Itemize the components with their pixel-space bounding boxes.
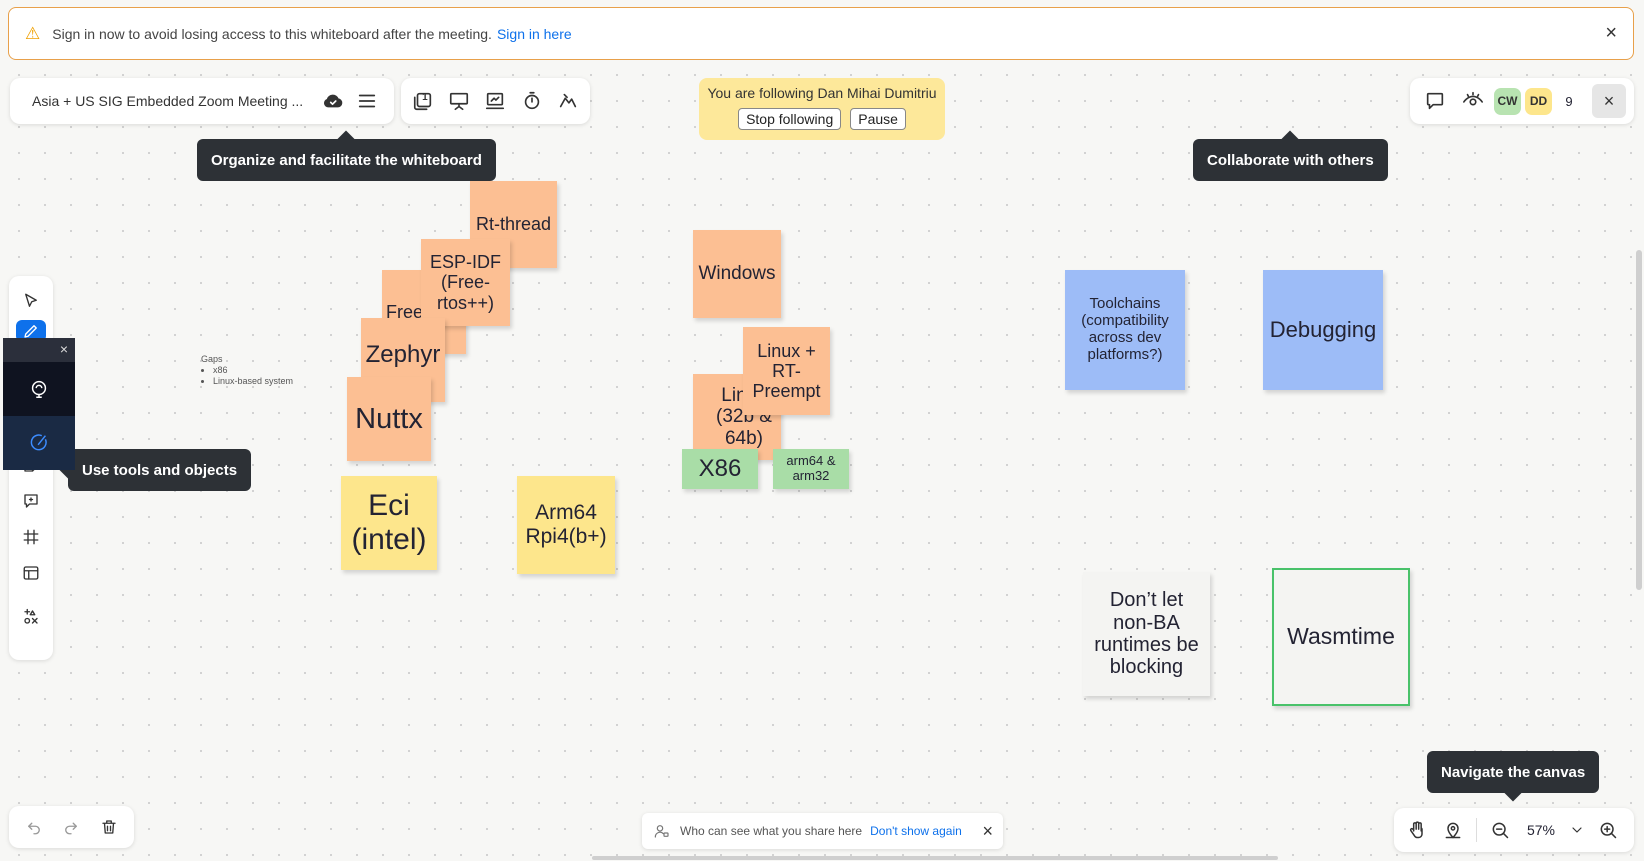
sticky-arm64[interactable]: Arm64 Rpi4(b+) <box>517 476 615 574</box>
undo-icon[interactable] <box>17 810 51 844</box>
zoom-out-icon[interactable] <box>1483 813 1517 847</box>
pen-tool-icon[interactable] <box>16 320 46 342</box>
timer-icon[interactable] <box>515 84 549 118</box>
hand-pan-icon[interactable] <box>1400 813 1434 847</box>
popout-close-icon[interactable]: × <box>59 341 68 357</box>
pages-icon[interactable]: 1 <box>406 84 440 118</box>
chevron-down-icon[interactable] <box>1565 813 1589 847</box>
template-icon[interactable] <box>14 556 48 590</box>
lasso-option[interactable] <box>3 416 75 470</box>
highlighter-icon <box>31 380 47 398</box>
history-bar <box>9 806 134 848</box>
frame-icon[interactable] <box>14 520 48 554</box>
zoom-in-icon[interactable] <box>1591 813 1625 847</box>
redo-icon[interactable] <box>54 810 88 844</box>
sticky-debugging[interactable]: Debugging <box>1263 270 1383 390</box>
tools-tooltip: Use tools and objects <box>68 449 252 491</box>
banner-close-icon[interactable]: × <box>1605 22 1617 44</box>
view-visibility-icon[interactable] <box>1456 84 1490 118</box>
zoom-level[interactable]: 57% <box>1526 822 1556 838</box>
following-message: You are following Dan Mihai Dumitriu <box>707 85 937 101</box>
share-close-icon[interactable]: × <box>982 820 993 841</box>
avatar-cw[interactable]: CW <box>1494 87 1521 115</box>
share-message: Who can see what you share here <box>680 824 863 838</box>
highlighter-option[interactable] <box>3 362 75 416</box>
gaps-text[interactable]: Gaps x86 Linux-based system <box>201 354 293 386</box>
title-bar: Asia + US SIG Embedded Zoom Meeting ... <box>10 78 394 124</box>
facilitate-toolbar: 1 <box>401 78 590 124</box>
user-lock-icon <box>652 821 672 841</box>
pause-button[interactable]: Pause <box>850 108 906 130</box>
organize-tooltip: Organize and facilitate the whiteboard <box>197 139 496 181</box>
tools-tooltip-text: Use tools and objects <box>82 461 238 479</box>
navigate-tooltip: Navigate the canvas <box>1427 751 1600 793</box>
zoom-bar: 57% <box>1394 808 1634 852</box>
sign-in-link[interactable]: Sign in here <box>496 25 572 42</box>
vote-icon[interactable] <box>551 84 585 118</box>
vertical-scrollbar[interactable] <box>1636 250 1642 590</box>
horizontal-scrollbar[interactable] <box>592 856 1278 860</box>
lasso-pen-icon <box>30 434 47 451</box>
sign-in-banner: ⚠ Sign in now to avoid losing access to … <box>8 7 1634 60</box>
comment-icon[interactable] <box>1418 84 1452 118</box>
stop-following-button[interactable]: Stop following <box>738 108 842 130</box>
sticky-arm-both[interactable]: arm64 & arm32 <box>773 449 849 489</box>
map-navigator-icon[interactable] <box>1436 813 1470 847</box>
sticky-eci[interactable]: Eci (intel) <box>341 476 437 570</box>
sticky-linux-rt[interactable]: Linux + RT-Preempt <box>743 327 830 415</box>
trash-icon[interactable] <box>92 810 126 844</box>
select-arrow-icon[interactable] <box>14 284 48 318</box>
sticky-dont-let[interactable]: Don’t let non-BA runtimes be blocking <box>1083 572 1210 696</box>
collaborate-tooltip: Collaborate with others <box>1193 139 1388 181</box>
zoom-divider <box>1476 818 1477 842</box>
gaps-item-linux: Linux-based system <box>213 376 293 387</box>
dont-show-again-link[interactable]: Don't show again <box>870 824 962 838</box>
organize-tooltip-text: Organize and facilitate the whiteboard <box>211 151 482 169</box>
gaps-title: Gaps <box>201 354 223 364</box>
more-tools-icon[interactable] <box>14 600 48 634</box>
collab-close-icon[interactable]: × <box>1592 84 1626 118</box>
gaps-item-x86: x86 <box>213 365 293 376</box>
collaborate-bar: CW DD 9 × <box>1410 78 1634 124</box>
collaborate-tooltip-text: Collaborate with others <box>1207 151 1374 169</box>
whiteboard-title[interactable]: Asia + US SIG Embedded Zoom Meeting ... <box>32 93 304 109</box>
present-icon[interactable] <box>442 84 476 118</box>
sticky-espidf[interactable]: ESP-IDF (Free-rtos++) <box>421 239 510 326</box>
share-notice: Who can see what you share here Don't sh… <box>642 813 1003 849</box>
pen-options-popout: × <box>3 338 75 470</box>
sticky-windows[interactable]: Windows <box>693 230 781 318</box>
board-icon[interactable] <box>478 84 512 118</box>
cloud-check-icon[interactable] <box>316 84 350 118</box>
sticky-wasmtime[interactable]: Wasmtime <box>1272 568 1410 706</box>
sticky-nuttx[interactable]: Nuttx <box>347 377 431 461</box>
comment-tool-icon[interactable] <box>14 484 48 518</box>
following-notice: You are following Dan Mihai Dumitriu Sto… <box>699 78 945 140</box>
banner-message: Sign in now to avoid losing access to th… <box>52 25 492 42</box>
sticky-x86[interactable]: X86 <box>682 449 758 489</box>
sticky-toolchains[interactable]: Toolchains (compatibility across dev pla… <box>1065 270 1185 390</box>
sticky-rtthread[interactable]: Rt-thread <box>470 181 557 268</box>
menu-icon[interactable] <box>350 84 384 118</box>
participant-count[interactable]: 9 <box>1565 93 1573 109</box>
navigate-tooltip-text: Navigate the canvas <box>1441 763 1586 781</box>
avatar-dd[interactable]: DD <box>1525 87 1552 115</box>
page-number: 1 <box>422 92 428 103</box>
warning-icon: ⚠ <box>25 23 41 43</box>
